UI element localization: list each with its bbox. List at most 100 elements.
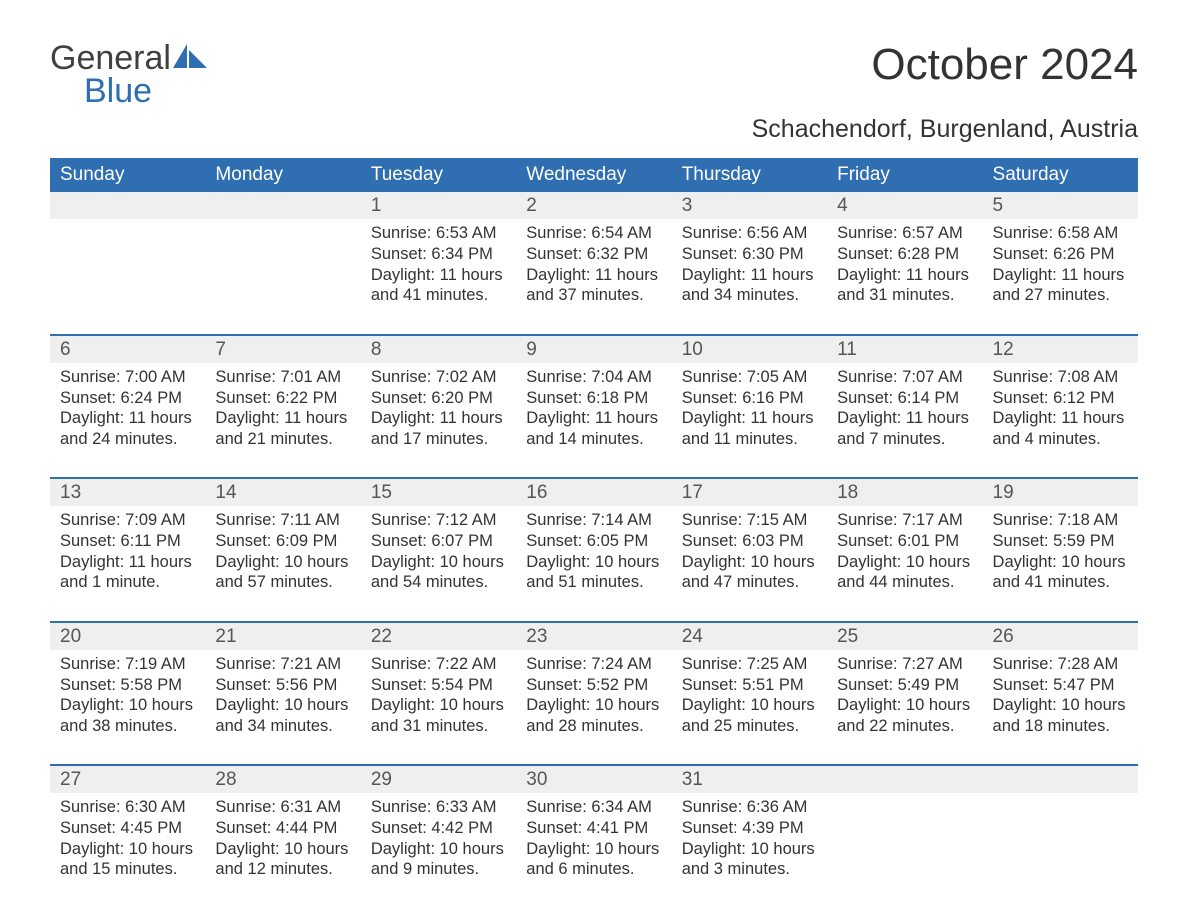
daylight-text: Daylight: 11 hours and 17 minutes. (371, 408, 506, 449)
day-detail-cell: Sunrise: 6:36 AMSunset: 4:39 PMDaylight:… (672, 793, 827, 890)
day-detail-cell: Sunrise: 6:53 AMSunset: 6:34 PMDaylight:… (361, 219, 516, 335)
day-number-cell: 17 (672, 479, 827, 506)
header: General Blue October 2024 (50, 40, 1138, 109)
sunset-text: Sunset: 4:39 PM (682, 818, 817, 839)
sunset-text: Sunset: 6:16 PM (682, 388, 817, 409)
day-detail-cell: Sunrise: 7:05 AMSunset: 6:16 PMDaylight:… (672, 363, 827, 479)
daylight-text: Daylight: 11 hours and 24 minutes. (60, 408, 195, 449)
sunset-text: Sunset: 6:34 PM (371, 244, 506, 265)
daylight-text: Daylight: 11 hours and 11 minutes. (682, 408, 817, 449)
daylight-text: Daylight: 11 hours and 14 minutes. (526, 408, 661, 449)
day-detail-cell: Sunrise: 7:21 AMSunset: 5:56 PMDaylight:… (205, 650, 360, 766)
daylight-text: Daylight: 10 hours and 15 minutes. (60, 839, 195, 880)
day-number-row: 13141516171819 (50, 479, 1138, 506)
sunset-text: Sunset: 6:12 PM (993, 388, 1128, 409)
sunset-text: Sunset: 6:20 PM (371, 388, 506, 409)
day-detail-cell: Sunrise: 7:14 AMSunset: 6:05 PMDaylight:… (516, 506, 671, 622)
weekday-header: Friday (827, 158, 982, 192)
day-detail-cell: Sunrise: 6:31 AMSunset: 4:44 PMDaylight:… (205, 793, 360, 890)
day-detail-cell: Sunrise: 6:33 AMSunset: 4:42 PMDaylight:… (361, 793, 516, 890)
daylight-text: Daylight: 11 hours and 31 minutes. (837, 265, 972, 306)
daylight-text: Daylight: 11 hours and 21 minutes. (215, 408, 350, 449)
day-number-cell: 11 (827, 336, 982, 363)
calendar-table: Sunday Monday Tuesday Wednesday Thursday… (50, 158, 1138, 890)
daylight-text: Daylight: 11 hours and 34 minutes. (682, 265, 817, 306)
day-detail-cell: Sunrise: 6:30 AMSunset: 4:45 PMDaylight:… (50, 793, 205, 890)
day-detail-cell (205, 219, 360, 335)
day-number-cell: 7 (205, 336, 360, 363)
day-detail-row: Sunrise: 7:19 AMSunset: 5:58 PMDaylight:… (50, 650, 1138, 766)
day-detail-cell: Sunrise: 7:28 AMSunset: 5:47 PMDaylight:… (983, 650, 1138, 766)
day-detail-cell: Sunrise: 7:24 AMSunset: 5:52 PMDaylight:… (516, 650, 671, 766)
sunrise-text: Sunrise: 6:30 AM (60, 797, 195, 818)
weekday-header: Thursday (672, 158, 827, 192)
day-number-cell: 25 (827, 623, 982, 650)
day-number-cell: 23 (516, 623, 671, 650)
daylight-text: Daylight: 10 hours and 28 minutes. (526, 695, 661, 736)
sunrise-text: Sunrise: 6:58 AM (993, 223, 1128, 244)
day-detail-cell: Sunrise: 6:34 AMSunset: 4:41 PMDaylight:… (516, 793, 671, 890)
brand-text: General Blue (50, 40, 207, 109)
day-number-cell: 24 (672, 623, 827, 650)
day-number-cell: 14 (205, 479, 360, 506)
sunrise-text: Sunrise: 7:24 AM (526, 654, 661, 675)
day-detail-cell: Sunrise: 7:04 AMSunset: 6:18 PMDaylight:… (516, 363, 671, 479)
day-number-cell: 12 (983, 336, 1138, 363)
sunrise-text: Sunrise: 7:04 AM (526, 367, 661, 388)
brand-logo: General Blue (50, 40, 207, 109)
day-detail-cell: Sunrise: 7:00 AMSunset: 6:24 PMDaylight:… (50, 363, 205, 479)
sunset-text: Sunset: 6:07 PM (371, 531, 506, 552)
sunset-text: Sunset: 6:11 PM (60, 531, 195, 552)
daylight-text: Daylight: 10 hours and 12 minutes. (215, 839, 350, 880)
day-number-cell: 13 (50, 479, 205, 506)
day-detail-cell: Sunrise: 7:01 AMSunset: 6:22 PMDaylight:… (205, 363, 360, 479)
day-number-cell: 8 (361, 336, 516, 363)
sunrise-text: Sunrise: 7:09 AM (60, 510, 195, 531)
daylight-text: Daylight: 10 hours and 57 minutes. (215, 552, 350, 593)
sunset-text: Sunset: 4:44 PM (215, 818, 350, 839)
sunset-text: Sunset: 4:45 PM (60, 818, 195, 839)
daylight-text: Daylight: 11 hours and 41 minutes. (371, 265, 506, 306)
daylight-text: Daylight: 10 hours and 9 minutes. (371, 839, 506, 880)
day-number-cell: 30 (516, 766, 671, 793)
day-detail-row: Sunrise: 7:00 AMSunset: 6:24 PMDaylight:… (50, 363, 1138, 479)
sunset-text: Sunset: 6:24 PM (60, 388, 195, 409)
day-detail-cell: Sunrise: 7:22 AMSunset: 5:54 PMDaylight:… (361, 650, 516, 766)
sunset-text: Sunset: 5:52 PM (526, 675, 661, 696)
daylight-text: Daylight: 11 hours and 4 minutes. (993, 408, 1128, 449)
sunrise-text: Sunrise: 7:08 AM (993, 367, 1128, 388)
day-number-cell: 26 (983, 623, 1138, 650)
weekday-header: Wednesday (516, 158, 671, 192)
day-number-cell (205, 192, 360, 219)
sunset-text: Sunset: 6:30 PM (682, 244, 817, 265)
day-detail-cell: Sunrise: 7:27 AMSunset: 5:49 PMDaylight:… (827, 650, 982, 766)
sunrise-text: Sunrise: 7:11 AM (215, 510, 350, 531)
day-number-cell: 20 (50, 623, 205, 650)
day-detail-cell: Sunrise: 7:02 AMSunset: 6:20 PMDaylight:… (361, 363, 516, 479)
sunrise-text: Sunrise: 6:57 AM (837, 223, 972, 244)
sunset-text: Sunset: 5:59 PM (993, 531, 1128, 552)
day-number-cell: 29 (361, 766, 516, 793)
day-detail-cell: Sunrise: 7:12 AMSunset: 6:07 PMDaylight:… (361, 506, 516, 622)
day-detail-cell (983, 793, 1138, 890)
day-number-cell: 19 (983, 479, 1138, 506)
day-number-cell (50, 192, 205, 219)
weekday-header: Sunday (50, 158, 205, 192)
sunrise-text: Sunrise: 7:05 AM (682, 367, 817, 388)
day-number-cell: 10 (672, 336, 827, 363)
sunrise-text: Sunrise: 6:33 AM (371, 797, 506, 818)
daylight-text: Daylight: 10 hours and 51 minutes. (526, 552, 661, 593)
daylight-text: Daylight: 10 hours and 44 minutes. (837, 552, 972, 593)
daylight-text: Daylight: 10 hours and 25 minutes. (682, 695, 817, 736)
daylight-text: Daylight: 10 hours and 18 minutes. (993, 695, 1128, 736)
day-number-cell: 6 (50, 336, 205, 363)
day-detail-cell: Sunrise: 6:54 AMSunset: 6:32 PMDaylight:… (516, 219, 671, 335)
day-detail-cell: Sunrise: 6:57 AMSunset: 6:28 PMDaylight:… (827, 219, 982, 335)
sunset-text: Sunset: 5:51 PM (682, 675, 817, 696)
sunrise-text: Sunrise: 7:21 AM (215, 654, 350, 675)
day-detail-cell: Sunrise: 6:56 AMSunset: 6:30 PMDaylight:… (672, 219, 827, 335)
sunrise-text: Sunrise: 7:15 AM (682, 510, 817, 531)
sunrise-text: Sunrise: 7:22 AM (371, 654, 506, 675)
sunset-text: Sunset: 6:26 PM (993, 244, 1128, 265)
sunrise-text: Sunrise: 6:31 AM (215, 797, 350, 818)
